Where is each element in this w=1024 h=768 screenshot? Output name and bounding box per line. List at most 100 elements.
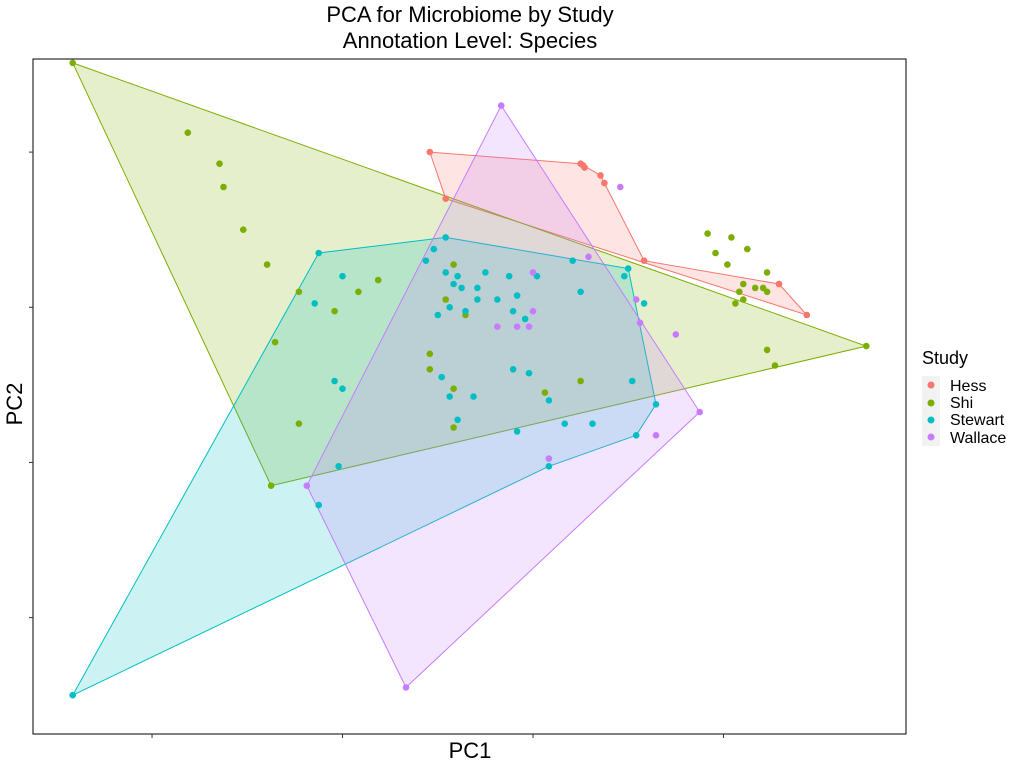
point-stewart	[339, 385, 346, 393]
point-shi	[771, 362, 779, 369]
point-stewart	[482, 269, 489, 276]
point-shi	[295, 420, 303, 428]
point-hess	[579, 162, 587, 169]
point-wallace	[529, 269, 537, 276]
chart-title-line-2: Annotation Level: Species	[343, 28, 597, 53]
legend-swatch-hess	[927, 381, 935, 389]
point-stewart	[632, 432, 640, 439]
legend-label-hess: Hess	[950, 378, 986, 395]
point-shi	[751, 284, 759, 292]
point-hess	[775, 280, 783, 288]
legend-label-shi: Shi	[950, 395, 973, 412]
point-shi	[763, 346, 771, 354]
point-shi	[69, 59, 76, 67]
point-stewart	[331, 377, 338, 385]
point-shi	[712, 249, 719, 257]
point-shi	[577, 377, 584, 385]
point-wallace	[497, 102, 505, 109]
point-shi	[267, 482, 275, 490]
point-stewart	[434, 311, 442, 319]
point-stewart	[521, 315, 529, 323]
point-stewart	[339, 272, 346, 280]
point-hess	[601, 179, 608, 187]
point-wallace	[636, 319, 644, 327]
chart-title-line-1: PCA for Microbiome by Study	[326, 2, 613, 27]
point-stewart	[430, 245, 438, 253]
point-stewart	[458, 284, 465, 292]
point-shi	[450, 385, 457, 393]
legend: Study Hess Shi Stewart Wallace	[922, 348, 1006, 447]
point-wallace	[494, 323, 501, 331]
point-shi	[240, 226, 247, 233]
point-stewart	[624, 265, 632, 272]
point-shi	[728, 234, 735, 241]
point-shi	[541, 389, 549, 396]
point-shi	[724, 261, 731, 268]
point-stewart	[446, 304, 454, 311]
legend-item-stewart: Stewart	[922, 411, 1005, 429]
point-stewart	[315, 249, 323, 257]
point-stewart	[335, 463, 342, 470]
legend-swatch-stewart	[927, 416, 935, 424]
point-wallace	[632, 296, 640, 303]
point-wallace	[617, 183, 624, 191]
point-stewart	[454, 272, 461, 280]
point-hess	[442, 195, 450, 202]
point-stewart	[545, 397, 553, 404]
point-shi	[736, 288, 743, 296]
point-wallace	[525, 323, 533, 331]
point-shi	[740, 296, 747, 303]
point-wallace	[652, 432, 660, 439]
point-shi	[740, 280, 747, 288]
point-stewart	[628, 377, 636, 385]
point-hess	[803, 311, 811, 319]
legend-title: Study	[922, 348, 968, 368]
point-shi	[374, 276, 382, 284]
point-wallace	[529, 307, 537, 315]
point-stewart	[640, 300, 648, 307]
point-stewart	[513, 292, 521, 299]
point-stewart	[454, 416, 461, 424]
point-stewart	[474, 284, 481, 292]
hull-shi	[71, 62, 869, 487]
point-shi	[426, 350, 434, 358]
y-axis-label: PC2	[2, 383, 27, 426]
point-hess	[640, 257, 648, 265]
point-wallace	[513, 323, 521, 331]
hulls-layer	[71, 62, 869, 697]
point-shi	[450, 424, 457, 431]
point-stewart	[438, 373, 446, 381]
point-shi	[763, 269, 771, 276]
ticks-layer	[29, 151, 724, 738]
point-stewart	[569, 257, 576, 265]
point-stewart	[315, 501, 323, 509]
legend-item-shi: Shi	[922, 394, 973, 412]
point-shi	[295, 288, 303, 296]
point-stewart	[442, 234, 450, 241]
point-stewart	[442, 269, 450, 276]
point-hess	[426, 148, 434, 156]
point-wallace	[585, 253, 592, 261]
point-stewart	[577, 288, 584, 296]
point-shi	[426, 366, 434, 373]
legend-label-stewart: Stewart	[950, 412, 1005, 429]
point-shi	[450, 261, 457, 268]
x-axis-label: PC1	[449, 738, 492, 763]
point-shi	[216, 160, 223, 167]
point-shi	[442, 296, 450, 303]
point-shi	[732, 300, 739, 307]
point-stewart	[69, 691, 76, 699]
point-shi	[744, 245, 751, 253]
point-wallace	[402, 684, 410, 691]
point-shi	[704, 230, 711, 237]
point-shi	[220, 183, 227, 191]
point-stewart	[311, 300, 319, 307]
point-wallace	[672, 331, 680, 338]
point-stewart	[621, 272, 628, 280]
point-shi	[184, 129, 192, 136]
legend-item-wallace: Wallace	[922, 428, 1006, 447]
point-stewart	[525, 369, 533, 377]
point-stewart	[513, 428, 521, 435]
point-wallace	[303, 482, 311, 490]
